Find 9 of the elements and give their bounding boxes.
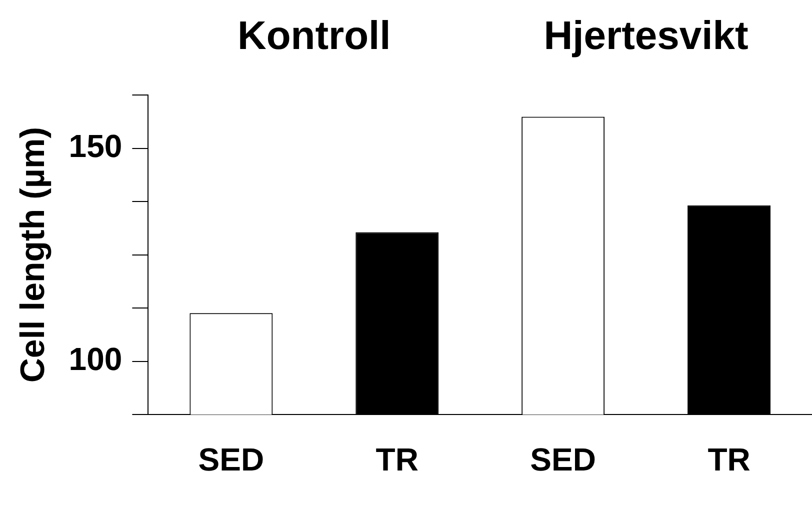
text: Hjertesvikt [544, 14, 748, 58]
x-tick-label: TR [376, 442, 418, 478]
x-tick-label: SED [530, 442, 596, 478]
y-tick-label: 100 [68, 341, 122, 378]
y-tick-label: 150 [68, 128, 122, 164]
x-tick-label: TR [708, 442, 750, 478]
x-tick-label: SED [198, 442, 264, 478]
text: Kontroll [237, 14, 391, 58]
y-axis-title: Cell length (µm) [14, 126, 52, 383]
